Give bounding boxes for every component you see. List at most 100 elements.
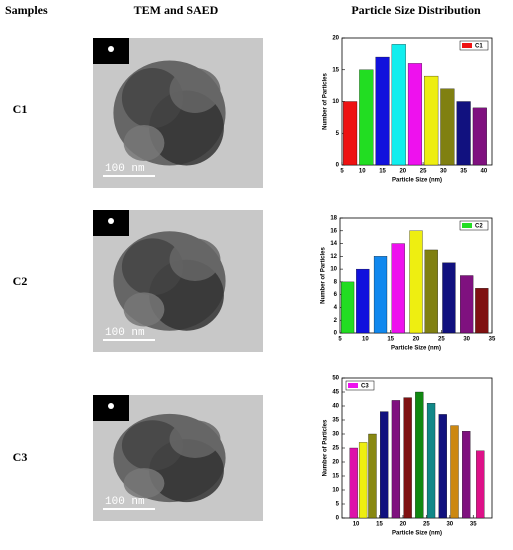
legend-label: C2 xyxy=(475,223,483,229)
sample-label: C2 xyxy=(13,274,28,288)
y-tick-label: 5 xyxy=(336,131,340,137)
bar xyxy=(456,101,471,166)
particle xyxy=(123,125,165,161)
x-tick-label: 35 xyxy=(489,337,496,343)
x-tick-label: 20 xyxy=(400,522,407,528)
y-tick-label: 0 xyxy=(336,163,340,169)
bar xyxy=(391,400,401,519)
x-tick-label: 20 xyxy=(399,169,406,175)
y-tick-label: 5 xyxy=(336,502,340,508)
bar xyxy=(462,431,471,519)
bar xyxy=(440,88,455,166)
bar xyxy=(358,442,368,519)
bar xyxy=(373,256,388,334)
x-tick-label: 10 xyxy=(353,522,360,528)
x-tick-label: 10 xyxy=(359,169,366,175)
x-tick-label: 35 xyxy=(470,522,477,528)
saed-spot xyxy=(108,403,114,409)
y-tick-label: 35 xyxy=(332,418,339,424)
y-tick-label: 2 xyxy=(334,318,338,324)
y-tick-label: 0 xyxy=(336,516,340,522)
y-tick-label: 50 xyxy=(332,376,339,382)
bar xyxy=(450,425,459,519)
y-tick-label: 10 xyxy=(332,488,339,494)
particle xyxy=(121,420,184,471)
bar xyxy=(375,56,390,166)
particle xyxy=(123,292,165,327)
y-tick-label: 20 xyxy=(332,460,339,466)
chart: 0 2 4 6 8 10 12 14 16 18 5 10 15 20 25 30 35 Particle Siz… xyxy=(321,216,496,352)
bar xyxy=(442,262,456,334)
y-tick-label: 20 xyxy=(332,36,339,42)
x-tick-label: 35 xyxy=(460,169,467,175)
chart: 0 5 10 15 20 25 30 35 40 45 50 10 15 20 25 30 35 Particle… xyxy=(323,376,493,537)
bar xyxy=(359,69,374,166)
bar xyxy=(356,268,370,334)
bar xyxy=(415,391,424,519)
y-tick-label: 4 xyxy=(334,305,338,311)
bar xyxy=(403,397,412,519)
particle xyxy=(169,420,221,458)
y-tick-label: 15 xyxy=(332,67,339,73)
tem-image: 100 nm xyxy=(93,395,263,521)
y-tick-label: 6 xyxy=(334,292,338,298)
y-tick-label: 30 xyxy=(332,432,339,438)
x-tick-label: 15 xyxy=(376,522,383,528)
bar xyxy=(368,433,377,519)
y-tick-label: 12 xyxy=(330,254,337,260)
bar xyxy=(343,101,358,166)
x-tick-label: 40 xyxy=(481,169,488,175)
bar xyxy=(407,63,423,166)
bar xyxy=(340,281,355,334)
legend-swatch xyxy=(462,43,472,48)
bar xyxy=(460,275,474,334)
bar xyxy=(424,75,439,166)
x-tick-label: 20 xyxy=(413,337,420,343)
legend-box xyxy=(345,380,375,391)
y-axis-label: Number of Particles xyxy=(323,419,329,476)
legend-label: C1 xyxy=(475,43,483,49)
bar xyxy=(391,243,405,334)
column-header: Samples xyxy=(5,3,48,17)
x-tick-label: 5 xyxy=(338,337,342,343)
y-tick-label: 8 xyxy=(334,279,338,285)
x-tick-label: 25 xyxy=(423,522,430,528)
particle xyxy=(121,238,184,296)
bar xyxy=(349,447,358,519)
column-header: TEM and SAED xyxy=(134,3,219,17)
tem-image: 100 nm xyxy=(93,210,263,352)
bar xyxy=(426,403,436,519)
x-tick-label: 15 xyxy=(379,169,386,175)
scale-bar-label: 100 nm xyxy=(105,327,145,339)
bar xyxy=(475,288,489,334)
tem-image: 100 nm xyxy=(93,38,263,188)
bar xyxy=(472,107,487,166)
legend-swatch xyxy=(462,223,472,228)
bar xyxy=(476,450,485,519)
y-tick-label: 0 xyxy=(334,331,338,337)
x-tick-label: 15 xyxy=(387,337,394,343)
x-tick-label: 30 xyxy=(446,522,453,528)
y-axis-label: Number of Particles xyxy=(323,72,329,129)
y-tick-label: 14 xyxy=(330,241,337,247)
bar xyxy=(391,44,406,166)
scale-bar-label: 100 nm xyxy=(105,496,145,508)
x-tick-label: 25 xyxy=(420,169,427,175)
legend-swatch xyxy=(348,383,358,388)
saed-spot xyxy=(108,218,114,224)
bar xyxy=(380,411,389,519)
y-tick-label: 15 xyxy=(332,474,339,480)
y-tick-label: 16 xyxy=(330,228,337,234)
x-tick-label: 5 xyxy=(340,169,344,175)
y-tick-label: 10 xyxy=(332,99,339,105)
x-axis-label: Particle Size (nm) xyxy=(391,346,441,352)
y-tick-label: 10 xyxy=(330,267,337,273)
x-tick-label: 30 xyxy=(440,169,447,175)
column-header: Particle Size Distribution xyxy=(351,3,481,17)
legend-box xyxy=(459,220,489,231)
y-tick-label: 45 xyxy=(332,390,339,396)
saed-spot xyxy=(108,46,114,52)
